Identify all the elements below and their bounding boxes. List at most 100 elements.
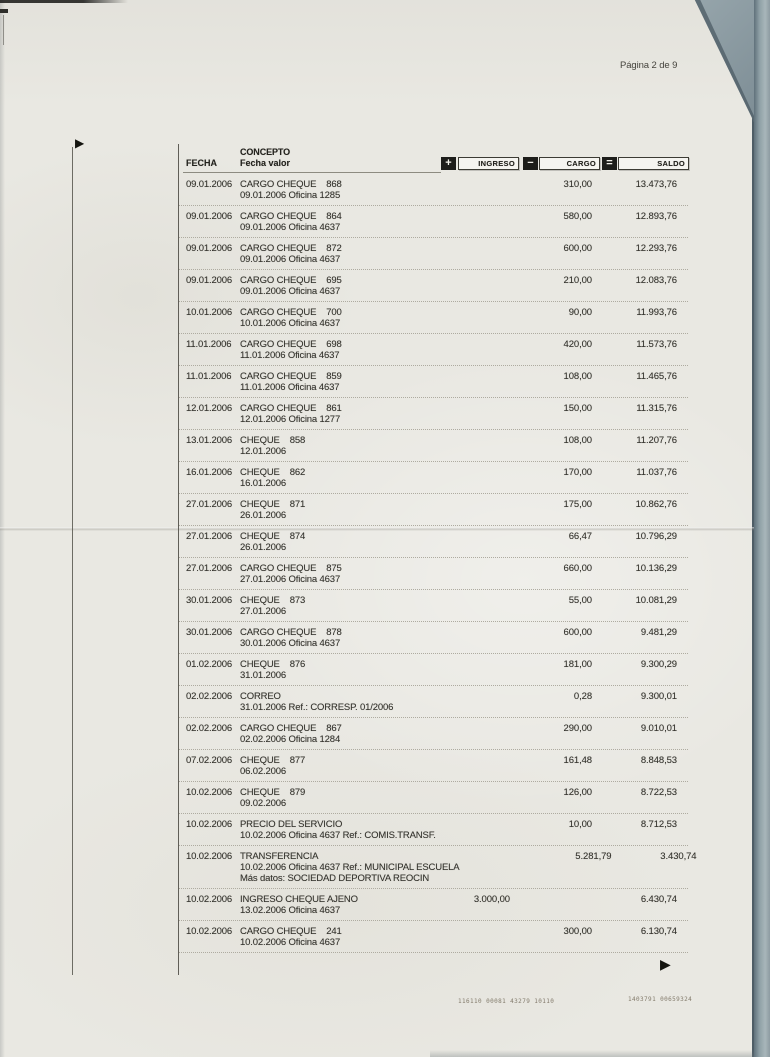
- cell-cargo: 55,00: [568, 595, 592, 606]
- value-date-line: 31.01.2006: [240, 670, 287, 681]
- concept-line: CHEQUE 879: [240, 787, 306, 798]
- table-row: 12.01.2006 CARGO CHEQUE 861 12.01.2006 Ofi…: [179, 398, 688, 430]
- cell-concepto: CARGO CHEQUE 875 27.01.2006 Oficina 4637: [240, 563, 440, 585]
- cell-cargo: 108,00: [563, 435, 593, 446]
- cell-fecha: 02.02.2006: [186, 691, 233, 702]
- cell-fecha: 09.01.2006: [186, 243, 233, 254]
- cell-concepto: CARGO CHEQUE 700 10.01.2006 Oficina 4637: [240, 307, 440, 329]
- cell-concepto: CARGO CHEQUE 868 09.01.2006 Oficina 1285: [240, 179, 440, 201]
- cell-fecha: 01.02.2006: [186, 659, 233, 670]
- value-date-line: 09.02.2006: [240, 798, 287, 809]
- table-left-rule: [178, 144, 179, 975]
- cell-ingreso: [440, 403, 510, 425]
- cell-concepto: CARGO CHEQUE 872 09.01.2006 Oficina 4637: [240, 243, 440, 265]
- cell-fecha: 09.01.2006: [186, 275, 233, 286]
- column-header-ingreso: INGRESO: [458, 157, 519, 170]
- cell-cargo: 175,00: [563, 499, 593, 510]
- concept-line: CARGO CHEQUE 878: [240, 627, 342, 638]
- cell-concepto: CORREO 31.01.2006 Ref.: CORRESP. 01/2006: [240, 691, 440, 713]
- extra-data-line: Más datos: SOCIEDAD DEPORTIVA REOCIN: [240, 873, 430, 884]
- cell-ingreso: [440, 499, 510, 521]
- cell-saldo: 13.473,76: [635, 179, 677, 190]
- table-row: 11.01.2006 CARGO CHEQUE 859 11.01.2006 Ofi…: [179, 366, 688, 398]
- cell-ingreso: [440, 659, 510, 681]
- value-date-line: 11.01.2006 Oficina 4637: [240, 382, 340, 393]
- concept-line: CARGO CHEQUE 859: [240, 371, 342, 382]
- cell-saldo: 11.993,76: [636, 307, 677, 318]
- value-date-line: 09.01.2006 Oficina 4637: [240, 254, 341, 265]
- concept-line: INGRESO CHEQUE AJENO: [240, 894, 358, 905]
- concept-line: CARGO CHEQUE 867: [240, 723, 342, 734]
- cell-concepto: CARGO CHEQUE 859 11.01.2006 Oficina 4637: [240, 371, 440, 393]
- column-header-fecha: FECHA: [186, 158, 217, 168]
- header-underline: [183, 172, 441, 173]
- transactions: 09.01.2006 CARGO CHEQUE 868 09.01.2006 Ofi…: [179, 174, 697, 953]
- cell-saldo: 6.130,74: [640, 926, 677, 937]
- cell-cargo: 150,00: [563, 403, 593, 414]
- left-margin-rule: [72, 147, 73, 975]
- footer-code-right: 1403791 00659324: [628, 996, 693, 1003]
- cell-saldo: 12.893,76: [635, 211, 677, 222]
- cell-fecha: 30.01.2006: [186, 627, 233, 638]
- value-date-line: 31.01.2006 Ref.: CORRESP. 01/2006: [240, 702, 394, 713]
- column-header-fecha-valor: Fecha valor: [240, 158, 291, 168]
- table-row: 10.02.2006 TRANSFERENCIA 10.02.2006 Oficin…: [179, 846, 697, 889]
- scanner-bottom-edge-shade: [430, 1050, 754, 1057]
- cell-cargo: 181,00: [563, 659, 593, 670]
- concept-line: CHEQUE 862: [240, 467, 306, 478]
- cell-concepto: CHEQUE 871 26.01.2006: [240, 499, 440, 521]
- cell-concepto: CARGO CHEQUE 861 12.01.2006 Oficina 1277: [240, 403, 440, 425]
- cell-fecha: 12.01.2006: [186, 403, 233, 414]
- scan-corner-mark: [0, 9, 8, 13]
- cell-cargo: 580,00: [563, 211, 593, 222]
- table-row: 09.01.2006 CARGO CHEQUE 872 09.01.2006 Ofi…: [179, 238, 688, 270]
- table-row: 16.01.2006 CHEQUE 862 16.01.2006 170,00 11.0…: [179, 462, 688, 494]
- cell-concepto: CHEQUE 876 31.01.2006: [240, 659, 440, 681]
- value-date-line: 30.01.2006 Oficina 4637: [240, 638, 341, 649]
- table-row: 27.01.2006 CHEQUE 874 26.01.2006 66,47 10.79…: [179, 526, 688, 558]
- cell-concepto: CARGO CHEQUE 878 30.01.2006 Oficina 4637: [240, 627, 440, 649]
- value-date-line: 27.01.2006: [240, 606, 287, 617]
- concept-line: CARGO CHEQUE 875: [240, 563, 342, 574]
- cell-cargo: [510, 894, 592, 916]
- value-date-line: 12.01.2006: [240, 446, 287, 457]
- cell-cargo: 0,28: [573, 691, 592, 702]
- value-date-line: 09.01.2006 Oficina 1285: [240, 190, 341, 201]
- cell-saldo: 6.430,74: [640, 894, 677, 905]
- cell-saldo: 11.207,76: [636, 435, 677, 446]
- cell-fecha: 09.01.2006: [186, 179, 233, 190]
- cell-fecha: 10.02.2006: [186, 819, 233, 830]
- value-date-line: 10.02.2006 Oficina 4637: [240, 937, 341, 948]
- concept-line: CARGO CHEQUE 241: [240, 926, 342, 937]
- cell-saldo: 9.010,01: [640, 723, 677, 734]
- footer-code-left: 116110 00081 43279 10110: [458, 998, 555, 1005]
- cell-saldo: 10.136,29: [635, 563, 677, 574]
- value-date-line: 27.01.2006 Oficina 4637: [240, 574, 341, 585]
- cell-cargo: 10,00: [568, 819, 592, 830]
- table-row: 02.02.2006 CORREO 31.01.2006 Ref.: CORRESP…: [179, 686, 688, 718]
- cell-fecha: 02.02.2006: [186, 723, 233, 734]
- cell-cargo: 660,00: [563, 563, 593, 574]
- table-row: 30.01.2006 CARGO CHEQUE 878 30.01.2006 Ofi…: [179, 622, 688, 654]
- concept-line: CHEQUE 877: [240, 755, 306, 766]
- cell-saldo: 9.300,29: [640, 659, 677, 670]
- value-date-line: 16.01.2006: [240, 478, 287, 489]
- table-row: 27.01.2006 CARGO CHEQUE 875 27.01.2006 Ofi…: [179, 558, 688, 590]
- table-row: 13.01.2006 CHEQUE 858 12.01.2006 108,00 11.2…: [179, 430, 688, 462]
- cell-ingreso: [440, 339, 510, 361]
- paper-fold-crease: [0, 527, 754, 531]
- table-row: 11.01.2006 CARGO CHEQUE 698 11.01.2006 Ofi…: [179, 334, 688, 366]
- cell-cargo: 170,00: [563, 467, 593, 478]
- column-header-saldo: SALDO: [618, 157, 689, 170]
- cell-concepto: CHEQUE 862 16.01.2006: [240, 467, 440, 489]
- cell-saldo: 8.712,53: [640, 819, 677, 830]
- folded-corner-background: [694, 0, 754, 122]
- cell-ingreso: [440, 755, 510, 777]
- table-row: 27.01.2006 CHEQUE 871 26.01.2006 175,00 10.8…: [179, 494, 688, 526]
- cell-ingreso: [440, 243, 510, 265]
- table-row: 01.02.2006 CHEQUE 876 31.01.2006 181,00 9.30…: [179, 654, 688, 686]
- cell-saldo: 9.300,01: [640, 691, 677, 702]
- cell-saldo: 8.848,53: [640, 755, 677, 766]
- concept-line: CARGO CHEQUE 698: [240, 339, 342, 350]
- table-row: 09.01.2006 CARGO CHEQUE 695 09.01.2006 Ofi…: [179, 270, 688, 302]
